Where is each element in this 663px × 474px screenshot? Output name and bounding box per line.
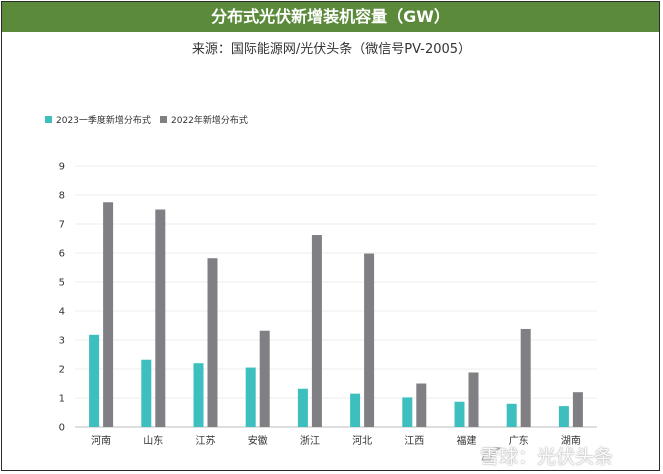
snowball-icon [481,447,502,461]
chart-source: 来源：国际能源网/光伏头条（微信号PV-2005） [191,42,472,57]
x-tick-label: 江苏 [196,434,216,447]
x-tick-label: 安徽 [248,434,268,447]
y-tick-label: 8 [59,191,65,202]
bar-2022-7 [416,383,427,427]
bar-2023q1-3 [193,363,204,427]
y-tick-label: 9 [59,162,65,173]
bar-2022-1 [103,202,114,427]
chart-title: 分布式光伏新增装机容量（GW） [2,2,659,32]
y-axis: 0 1 2 3 4 5 6 7 8 9 [59,162,65,434]
legend-swatch [45,116,52,123]
bar-2022-2 [155,209,166,427]
x-tick-label: 河南 [91,434,111,447]
x-tick-label: 浙江 [300,435,320,447]
x-axis: 河南 山东 江苏 安徽 浙江 河北 江西 福建 广东 湖南 [91,434,581,447]
bar-2023q1-9 [506,403,517,427]
bar-2022-8 [468,372,479,427]
x-tick-label: 江西 [404,435,424,447]
grid-lines [75,165,597,428]
bars [89,202,583,427]
legend-swatch [160,116,167,123]
y-tick-label: 0 [59,423,65,434]
y-tick-label: 4 [59,307,65,318]
bar-2023q1-4 [245,367,256,427]
y-tick-label: 3 [59,336,65,347]
bar-2022-9 [520,328,531,427]
x-tick-label: 山东 [143,434,163,447]
bar-2023q1-5 [297,388,308,427]
watermark-text: 雪球：光伏头条 [480,446,614,468]
y-tick-label: 2 [59,365,65,376]
bar-2022-3 [207,258,218,427]
legend-label: 2023一季度新增分布式 [56,114,151,126]
legend: 2023一季度新增分布式 2022年新增分布式 [45,114,248,126]
y-tick-label: 6 [59,249,65,260]
bar-2022-6 [364,253,375,427]
y-tick-label: 5 [59,278,65,289]
bar-2023q1-1 [89,334,100,427]
x-tick-label: 湖南 [561,434,581,447]
y-tick-label: 7 [59,220,65,231]
bar-2022-10 [572,392,583,427]
bar-2022-5 [311,235,322,427]
bar-2022-4 [259,330,270,427]
legend-label: 2022年新增分布式 [171,114,248,126]
bar-2023q1-10 [558,406,569,427]
bar-2023q1-2 [141,359,152,427]
x-tick-label: 福建 [457,434,477,447]
x-tick-label: 广东 [509,434,529,447]
x-tick-label: 河北 [352,435,372,447]
bar-2023q1-8 [454,401,465,427]
bar-2023q1-7 [402,397,413,427]
y-tick-label: 1 [59,394,65,405]
bar-2023q1-6 [350,393,361,427]
